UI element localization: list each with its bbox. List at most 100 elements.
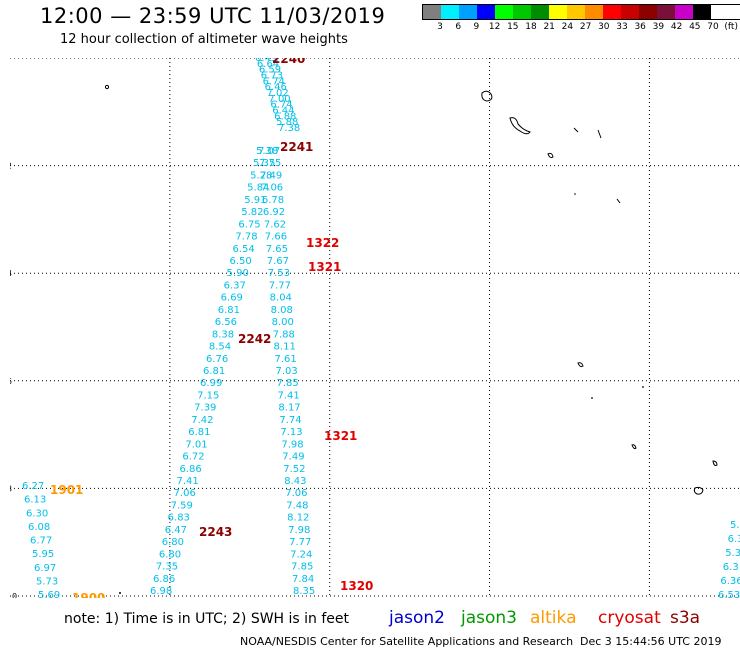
wave-height-value: 7.66: [265, 232, 287, 243]
island: [119, 592, 121, 594]
wave-height-value: 5.95: [32, 549, 54, 560]
y-tick-label: -6: [10, 377, 12, 386]
wave-height-value: 6.78: [262, 195, 284, 206]
wave-height-value: 6.75: [238, 219, 260, 230]
wave-height-value: 6.83: [168, 513, 190, 524]
wave-height-value: 7.00: [268, 94, 290, 105]
y-tick-label: -8: [10, 484, 12, 493]
wave-height-value: 7.42: [191, 415, 213, 426]
wave-height-value: 6.59: [259, 65, 281, 76]
wave-height-value: 6.74: [263, 76, 285, 87]
map-subtitle: 12 hour collection of altimeter wave hei…: [60, 32, 348, 47]
wave-height-value: 6.47: [165, 525, 187, 536]
wave-height-value: 7.06: [174, 488, 196, 499]
wave-height-value: 7.61: [275, 354, 297, 365]
wave-height-value: 6.86: [153, 574, 175, 585]
wave-height-value: 6.76: [206, 354, 228, 365]
wave-height-value: 7.13: [280, 427, 302, 438]
legend-label: 24: [561, 22, 574, 32]
wave-height-value: 7.85: [276, 378, 298, 389]
wave-height-value: 8.04: [270, 293, 292, 304]
wave-height-value: 6.72: [182, 452, 204, 463]
legend-label: 21: [543, 22, 555, 32]
pass-label: 2242: [238, 332, 271, 346]
wave-height-value: 8.08: [271, 305, 293, 316]
satellite-altika: altika: [530, 608, 577, 628]
wave-height-value: 8.43: [284, 476, 306, 487]
legend-label: 70: [707, 22, 719, 32]
legend-swatch: [567, 5, 585, 19]
wave-height-value: 7.77: [269, 280, 291, 291]
map-panel: 0-2-4-6-8-10165168171174177 6.986.867.35…: [10, 58, 740, 598]
wave-height-value: 5.: [730, 520, 740, 531]
island: [597, 129, 602, 139]
legend-swatch: [693, 5, 711, 19]
wave-height-map: 0-2-4-6-8-10165168171174177 6.986.867.35…: [10, 58, 740, 598]
wave-height-value: 5.82: [241, 207, 263, 218]
wave-height-value: 7.74: [279, 415, 301, 426]
wave-height-value: 6.36: [720, 576, 740, 587]
wave-height-value: 7.78: [235, 232, 257, 243]
wave-height-value: 7.98: [281, 439, 303, 450]
island: [574, 193, 576, 195]
wave-height-value: 6.64: [257, 59, 279, 70]
island: [642, 386, 644, 388]
credit-line: NOAA/NESDIS Center for Satellite Applica…: [240, 635, 574, 648]
wave-height-value: 7.38: [278, 123, 300, 134]
legend-label: 45: [689, 22, 701, 32]
wave-height-value: 5.3: [725, 548, 740, 559]
wave-height-value: 8.38: [212, 329, 234, 340]
wave-height-value: 7.06: [261, 183, 283, 194]
legend-label: 18: [525, 22, 537, 32]
wave-height-value: 5.69: [38, 590, 60, 598]
wave-height-value: 6.81: [203, 366, 225, 377]
wave-height-value: 7.01: [185, 439, 207, 450]
altimeter-tracks: 6.986.867.356.806.806.476.837.597.067.41…: [22, 58, 740, 598]
wave-height-value: 6.3: [728, 534, 740, 545]
legend-swatch: [585, 5, 603, 19]
island: [712, 460, 718, 466]
wave-height-value: 6.56: [215, 317, 237, 328]
footer-note: note: 1) Time is in UTC; 2) SWH is in fe…: [64, 611, 350, 627]
wave-height-value: 7.67: [267, 256, 289, 267]
wave-height-value: 6.44: [272, 106, 294, 117]
wave-height-value: 8.35: [293, 586, 315, 597]
wave-height-value: 7.07: [258, 146, 280, 157]
legend-swatch: [549, 5, 567, 19]
wave-height-value: 6.30: [26, 508, 48, 519]
wave-height-value: 6.37: [224, 280, 246, 291]
wave-height-value: 6.86: [179, 464, 201, 475]
wave-height-value: 7.02: [267, 88, 289, 99]
wave-height-value: 5.73: [36, 576, 58, 587]
island: [573, 127, 579, 133]
wave-height-value: 6.99: [200, 378, 222, 389]
legend-label: 12: [488, 22, 501, 32]
wave-height-value: 6.98: [150, 586, 172, 597]
legend-swatch: [639, 5, 657, 19]
wave-height-value: 7.53: [268, 268, 290, 279]
wave-height-value: 7.41: [277, 390, 299, 401]
legend-swatch: [423, 5, 441, 19]
wave-height-value: 6.80: [162, 537, 184, 548]
island: [481, 90, 493, 102]
axis-tick-labels: 0-2-4-6-8-10165168171174177: [10, 162, 17, 598]
wave-height-value: 7.88: [273, 329, 295, 340]
wave-height-value: 7.52: [283, 464, 305, 475]
wave-height-value: 6.77: [30, 536, 52, 547]
legend-label: 42: [670, 22, 683, 32]
wave-height-value: 6.50: [230, 256, 252, 267]
wave-height-value: 6.54: [232, 244, 254, 255]
legend-swatch: [495, 5, 513, 19]
legend-swatch: [513, 5, 531, 19]
satellite-s3a: s3a: [670, 608, 701, 628]
wave-height-value: 8.11: [274, 342, 296, 353]
legend-label: 3: [437, 22, 443, 32]
map-title: 12:00 — 23:59 UTC 11/03/2019: [40, 4, 386, 28]
pass-label: 2240: [272, 58, 305, 66]
legend-swatch: [621, 5, 639, 19]
legend-label: (ft): [724, 22, 738, 32]
legend-label: 39: [652, 22, 665, 32]
legend-label: 27: [579, 22, 592, 32]
wave-height-value: 6.97: [34, 563, 56, 574]
wave-height-value: 8.12: [287, 513, 309, 524]
